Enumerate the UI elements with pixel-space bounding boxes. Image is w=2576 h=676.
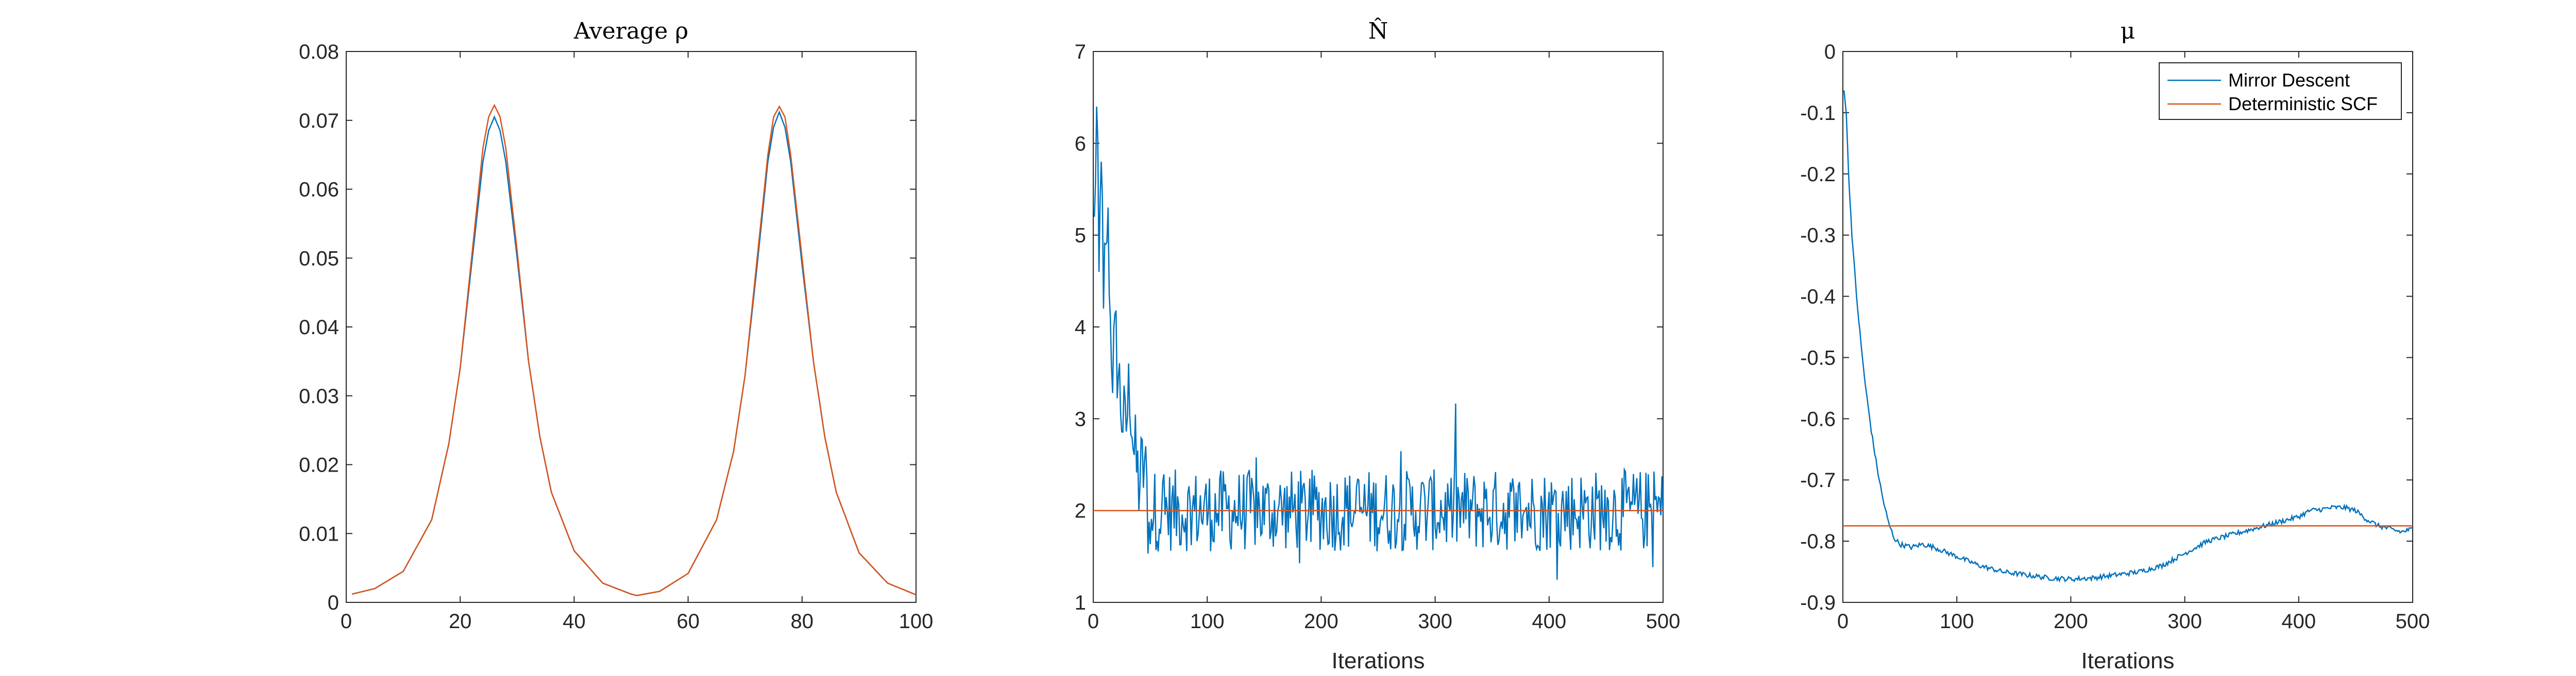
x-tick-label: 0 bbox=[1837, 610, 1849, 633]
y-tick-label: 7 bbox=[1075, 41, 1086, 63]
y-tick-label: -0.1 bbox=[1800, 102, 1836, 125]
x-axis-label: Iterations bbox=[2081, 648, 2175, 673]
x-tick-label: 500 bbox=[2396, 610, 2430, 633]
y-tick-label: 4 bbox=[1075, 316, 1086, 339]
x-tick-label: 100 bbox=[1190, 610, 1225, 633]
panel-title: μ bbox=[2121, 18, 2136, 44]
y-tick-label: -0.7 bbox=[1800, 469, 1836, 492]
panel-n-hat: N̂ Iterations 0 100 200 300 400 500 1 2 3 4 5 6 7 bbox=[1075, 17, 1681, 673]
y-tick-label: -0.4 bbox=[1800, 286, 1836, 308]
y-tick-label: 0 bbox=[1824, 41, 1836, 63]
y-tick-label: 3 bbox=[1075, 408, 1086, 430]
y-tick-label: 0.06 bbox=[299, 179, 339, 201]
y-tick-label: -0.6 bbox=[1800, 408, 1836, 430]
x-tick-label: 0 bbox=[1088, 610, 1099, 633]
panel-average-rho: Average ρ 0 20 40 60 80 100 0 0.01 0.02 0.03 0.04 0… bbox=[299, 18, 933, 633]
panel-mu: μ Iterations 0 100 200 300 400 500 -0.9 -0.8 -0.… bbox=[1800, 18, 2430, 673]
legend-entry: Deterministic SCF bbox=[2228, 93, 2378, 114]
plot-area bbox=[1842, 51, 2413, 603]
series-line-0 bbox=[1843, 90, 2413, 583]
series-line-0 bbox=[1093, 106, 1663, 580]
y-tick-label: 0.04 bbox=[299, 316, 339, 339]
y-tick-label: 6 bbox=[1075, 132, 1086, 155]
x-tick-label: 60 bbox=[676, 610, 700, 633]
x-tick-label: 100 bbox=[1940, 610, 1974, 633]
y-tick-label: 0 bbox=[328, 592, 339, 614]
y-tick-label: 0.02 bbox=[299, 454, 339, 477]
panel-title: Average ρ bbox=[573, 18, 688, 44]
y-tick-label: 0.07 bbox=[299, 110, 339, 132]
y-tick-label: -0.9 bbox=[1800, 592, 1836, 614]
x-tick-label: 100 bbox=[899, 610, 934, 633]
x-tick-label: 80 bbox=[791, 610, 814, 633]
x-tick-label: 500 bbox=[1646, 610, 1681, 633]
x-tick-label: 0 bbox=[341, 610, 352, 633]
x-tick-label: 300 bbox=[1418, 610, 1452, 633]
x-tick-label: 200 bbox=[2054, 610, 2088, 633]
legend-box bbox=[2159, 62, 2402, 120]
plot-area bbox=[346, 51, 917, 603]
series-line-1 bbox=[351, 103, 916, 596]
y-tick-label: -0.8 bbox=[1800, 530, 1836, 553]
x-axis-label: Iterations bbox=[1332, 648, 1425, 673]
y-tick-label: -0.2 bbox=[1800, 163, 1836, 186]
legend-entry: Mirror Descent bbox=[2228, 70, 2350, 91]
y-tick-label: 2 bbox=[1075, 500, 1086, 523]
x-tick-label: 40 bbox=[563, 610, 586, 633]
y-tick-label: 5 bbox=[1075, 224, 1086, 247]
y-tick-label: -0.3 bbox=[1800, 224, 1836, 247]
panel-title: N̂ bbox=[1368, 17, 1388, 44]
y-tick-label: 0.01 bbox=[299, 523, 339, 545]
y-tick-label: 0.08 bbox=[299, 41, 339, 63]
x-tick-label: 20 bbox=[449, 610, 472, 633]
x-tick-label: 400 bbox=[2281, 610, 2316, 633]
y-tick-label: -0.5 bbox=[1800, 346, 1836, 369]
x-tick-label: 400 bbox=[1532, 610, 1566, 633]
y-tick-label: 0.03 bbox=[299, 385, 339, 408]
x-tick-label: 200 bbox=[1304, 610, 1338, 633]
y-tick-label: 1 bbox=[1075, 592, 1086, 614]
x-tick-label: 300 bbox=[2167, 610, 2202, 633]
y-tick-label: 0.05 bbox=[299, 247, 339, 270]
